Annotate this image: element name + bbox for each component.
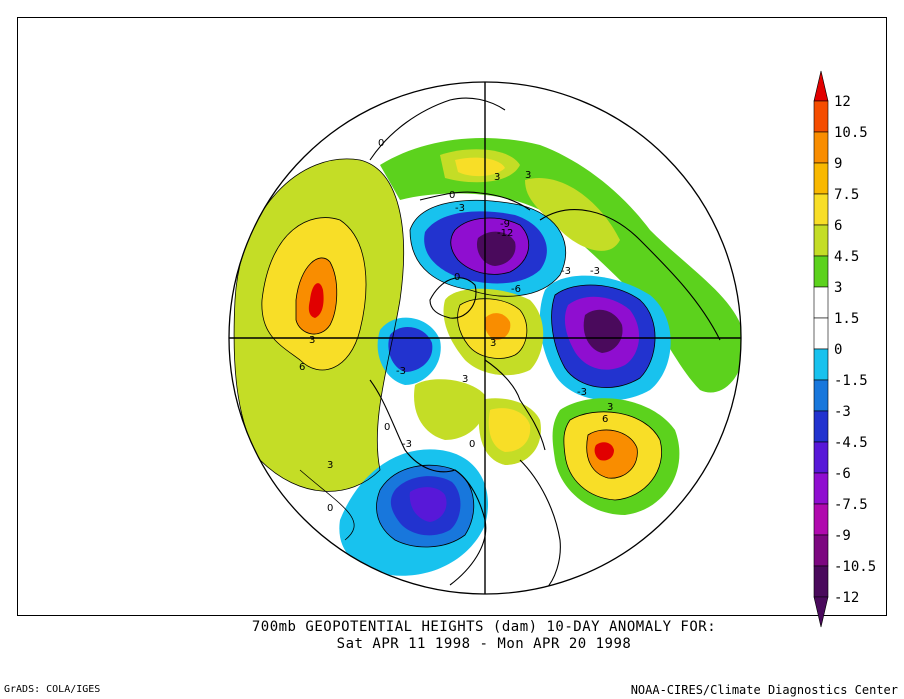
colorbar-label: -1.5 [834, 373, 868, 389]
field-positive-scand [525, 178, 620, 251]
contour-label: 6 [602, 414, 608, 425]
map-title-line-1: 700mb GEOPOTENTIAL HEIGHTS (dam) 10-DAY … [251, 619, 717, 635]
colorbar-arrow-top [813, 70, 829, 102]
field-positive-asia-4 [594, 442, 614, 461]
contour-label: -3 [561, 266, 571, 277]
coastline-north-america [369, 379, 487, 586]
contour-label: 0 [378, 138, 384, 149]
plot-frame [17, 17, 887, 616]
colorbar-swatch [813, 348, 829, 381]
colorbar-label: -6 [834, 466, 851, 482]
contour-line [261, 217, 367, 371]
coastline-europe [484, 359, 546, 451]
contour-line [457, 298, 528, 359]
colorbar-label: -12 [834, 590, 859, 606]
colorbar-swatch [813, 255, 829, 288]
contour-label: 6 [299, 362, 305, 373]
contour-label: 3 [607, 402, 613, 413]
contour-value-labels: 3 3 3 6 3 3 6 3 3 0 0 0 0 0 0 -3 -9 -12 … [299, 138, 613, 514]
contour-label: 3 [327, 460, 333, 471]
field-positive-north-3 [455, 157, 505, 177]
map-title-line-2: Sat APR 11 1998 - Mon APR 20 1998 [336, 636, 632, 652]
contour-label: 0 [454, 272, 460, 283]
contour-label: -12 [497, 228, 513, 239]
contour-label: 3 [525, 170, 531, 181]
footer-credit-right: NOAA-CIRES/Climate Diagnostics Center [630, 683, 898, 697]
colorbar-label: 3 [834, 280, 842, 296]
contour-label: -3 [590, 266, 600, 277]
coastline-greenland [429, 277, 477, 319]
field-negative-arctic-4 [476, 231, 516, 266]
colorbar-swatch [813, 410, 829, 443]
colorbar-label: 0 [834, 342, 842, 358]
colorbar-label: 7.5 [834, 187, 859, 203]
colorbar-label: -10.5 [834, 559, 876, 575]
contour-line [376, 464, 475, 548]
contour-line [551, 284, 656, 388]
colorbar-swatch [813, 224, 829, 257]
field-positive-africa-2 [488, 408, 531, 452]
colorbar-swatch [813, 131, 829, 164]
colorbar-swatch [813, 162, 829, 195]
colorbar-label: -9 [834, 528, 851, 544]
contour-label: 3 [494, 172, 500, 183]
colorbar-label: 1.5 [834, 311, 859, 327]
coastline-arctic [419, 191, 531, 211]
contour-label: -3 [455, 203, 465, 214]
contour-label: 0 [327, 503, 333, 514]
contour-label: -6 [511, 284, 521, 295]
contour-label: -3 [396, 366, 406, 377]
contour-line [586, 429, 638, 479]
colorbar-swatch [813, 503, 829, 536]
coastline-asia [539, 209, 721, 341]
contour-line [563, 411, 662, 501]
colorbar-label: 12 [834, 94, 851, 110]
colorbar-swatch [813, 565, 829, 598]
colorbar-label: -4.5 [834, 435, 868, 451]
coastline-alaska [369, 97, 506, 161]
colorbar-swatch [813, 472, 829, 505]
coastlines [369, 97, 721, 591]
contour-line [299, 469, 355, 541]
colorbar-swatch [813, 193, 829, 226]
colorbar-swatch [813, 286, 829, 319]
contour-line [450, 217, 529, 275]
contour-label: 0 [384, 422, 390, 433]
colorbar-label: -3 [834, 404, 851, 420]
colorbar-label: 9 [834, 156, 842, 172]
contour-label: -9 [500, 219, 510, 230]
map-boundary [228, 81, 742, 595]
colorbar-swatch [813, 100, 829, 133]
colorbar-arrow-bottom [813, 596, 829, 628]
contour-line [295, 257, 338, 335]
field-positive-europe-3 [484, 313, 511, 340]
contour-label: -3 [402, 439, 412, 450]
colorbar-swatch [813, 317, 829, 350]
contour-label: -3 [577, 387, 587, 398]
colorbar-swatch [813, 379, 829, 412]
field-negative-siberia-4 [583, 309, 623, 353]
colorbar-swatch [813, 534, 829, 567]
coastline-africa [519, 459, 561, 591]
contour-label: 3 [490, 338, 496, 349]
colorbar-label: 6 [834, 218, 842, 234]
contour-label: 0 [449, 190, 455, 201]
contour-label: 3 [309, 335, 315, 346]
graticule [229, 82, 741, 594]
colorbar-label: 10.5 [834, 125, 868, 141]
colorbar: 12 10.5 9 7.5 6 4.5 3 1.5 0 -1.5 -3 -4.5 -6 -7.5 -9 -10… [813, 70, 876, 628]
colorbar-label: -7.5 [834, 497, 868, 513]
colorbar-label: 4.5 [834, 249, 859, 265]
field-negative-america-4 [409, 487, 447, 522]
field-positive-greenland [414, 379, 486, 440]
colorbar-swatch [813, 441, 829, 474]
anomaly-fields [229, 82, 741, 594]
field-positive-pacific-4 [308, 283, 324, 318]
contour-label: 3 [462, 374, 468, 385]
footer-credit-left: GrADS: COLA/IGES [4, 684, 101, 695]
contour-label: 0 [469, 439, 475, 450]
